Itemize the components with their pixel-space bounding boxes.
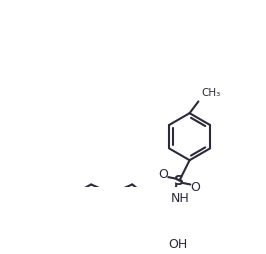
Text: CH₃: CH₃ bbox=[201, 88, 221, 99]
Text: O: O bbox=[190, 181, 200, 194]
Text: NH: NH bbox=[171, 192, 189, 205]
Text: O: O bbox=[158, 168, 168, 181]
Text: S: S bbox=[174, 174, 184, 188]
Polygon shape bbox=[153, 192, 168, 201]
Text: OH: OH bbox=[168, 238, 188, 251]
Polygon shape bbox=[127, 221, 147, 227]
